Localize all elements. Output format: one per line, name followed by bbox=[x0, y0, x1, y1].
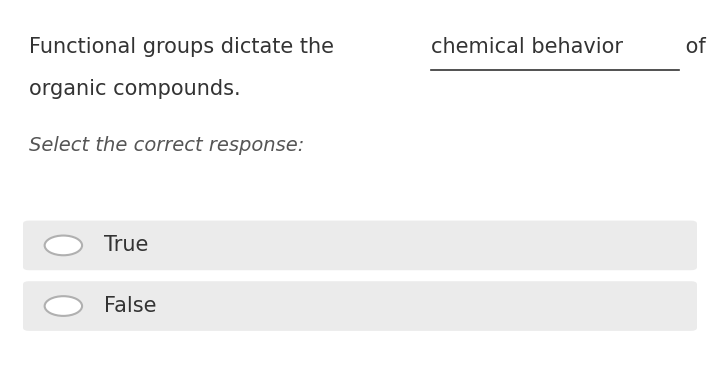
FancyBboxPatch shape bbox=[23, 221, 697, 270]
Text: chemical behavior: chemical behavior bbox=[431, 38, 623, 57]
Text: organic compounds.: organic compounds. bbox=[29, 79, 240, 99]
Text: True: True bbox=[104, 235, 149, 255]
Text: Select the correct response:: Select the correct response: bbox=[29, 136, 304, 155]
FancyBboxPatch shape bbox=[23, 281, 697, 331]
Text: False: False bbox=[104, 296, 157, 316]
Text: Functional groups dictate the: Functional groups dictate the bbox=[29, 38, 341, 57]
Circle shape bbox=[45, 296, 82, 316]
Text: of: of bbox=[679, 38, 706, 57]
Circle shape bbox=[45, 235, 82, 255]
